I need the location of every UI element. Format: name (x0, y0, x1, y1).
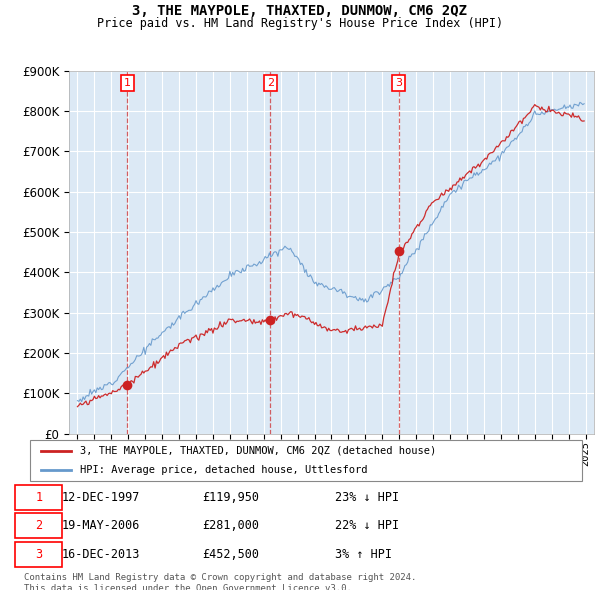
Text: 22% ↓ HPI: 22% ↓ HPI (335, 519, 399, 532)
FancyBboxPatch shape (15, 513, 62, 538)
Text: 2: 2 (266, 78, 274, 88)
Text: 16-DEC-2013: 16-DEC-2013 (61, 548, 140, 561)
Text: 1: 1 (35, 491, 42, 504)
Text: 19-MAY-2006: 19-MAY-2006 (61, 519, 140, 532)
Text: £119,950: £119,950 (202, 491, 259, 504)
Text: 3, THE MAYPOLE, THAXTED, DUNMOW, CM6 2QZ: 3, THE MAYPOLE, THAXTED, DUNMOW, CM6 2QZ (133, 4, 467, 18)
Text: 23% ↓ HPI: 23% ↓ HPI (335, 491, 399, 504)
FancyBboxPatch shape (15, 542, 62, 567)
Text: 3: 3 (395, 78, 402, 88)
Text: Price paid vs. HM Land Registry's House Price Index (HPI): Price paid vs. HM Land Registry's House … (97, 17, 503, 30)
Text: 3: 3 (35, 548, 42, 561)
Text: Contains HM Land Registry data © Crown copyright and database right 2024.
This d: Contains HM Land Registry data © Crown c… (24, 573, 416, 590)
Text: £281,000: £281,000 (202, 519, 259, 532)
Text: 3% ↑ HPI: 3% ↑ HPI (335, 548, 392, 561)
Text: HPI: Average price, detached house, Uttlesford: HPI: Average price, detached house, Uttl… (80, 465, 367, 475)
Text: 3, THE MAYPOLE, THAXTED, DUNMOW, CM6 2QZ (detached house): 3, THE MAYPOLE, THAXTED, DUNMOW, CM6 2QZ… (80, 445, 436, 455)
Text: 2: 2 (35, 519, 42, 532)
FancyBboxPatch shape (15, 485, 62, 510)
FancyBboxPatch shape (30, 440, 582, 481)
Text: £452,500: £452,500 (202, 548, 259, 561)
Text: 12-DEC-1997: 12-DEC-1997 (61, 491, 140, 504)
Text: 1: 1 (124, 78, 131, 88)
